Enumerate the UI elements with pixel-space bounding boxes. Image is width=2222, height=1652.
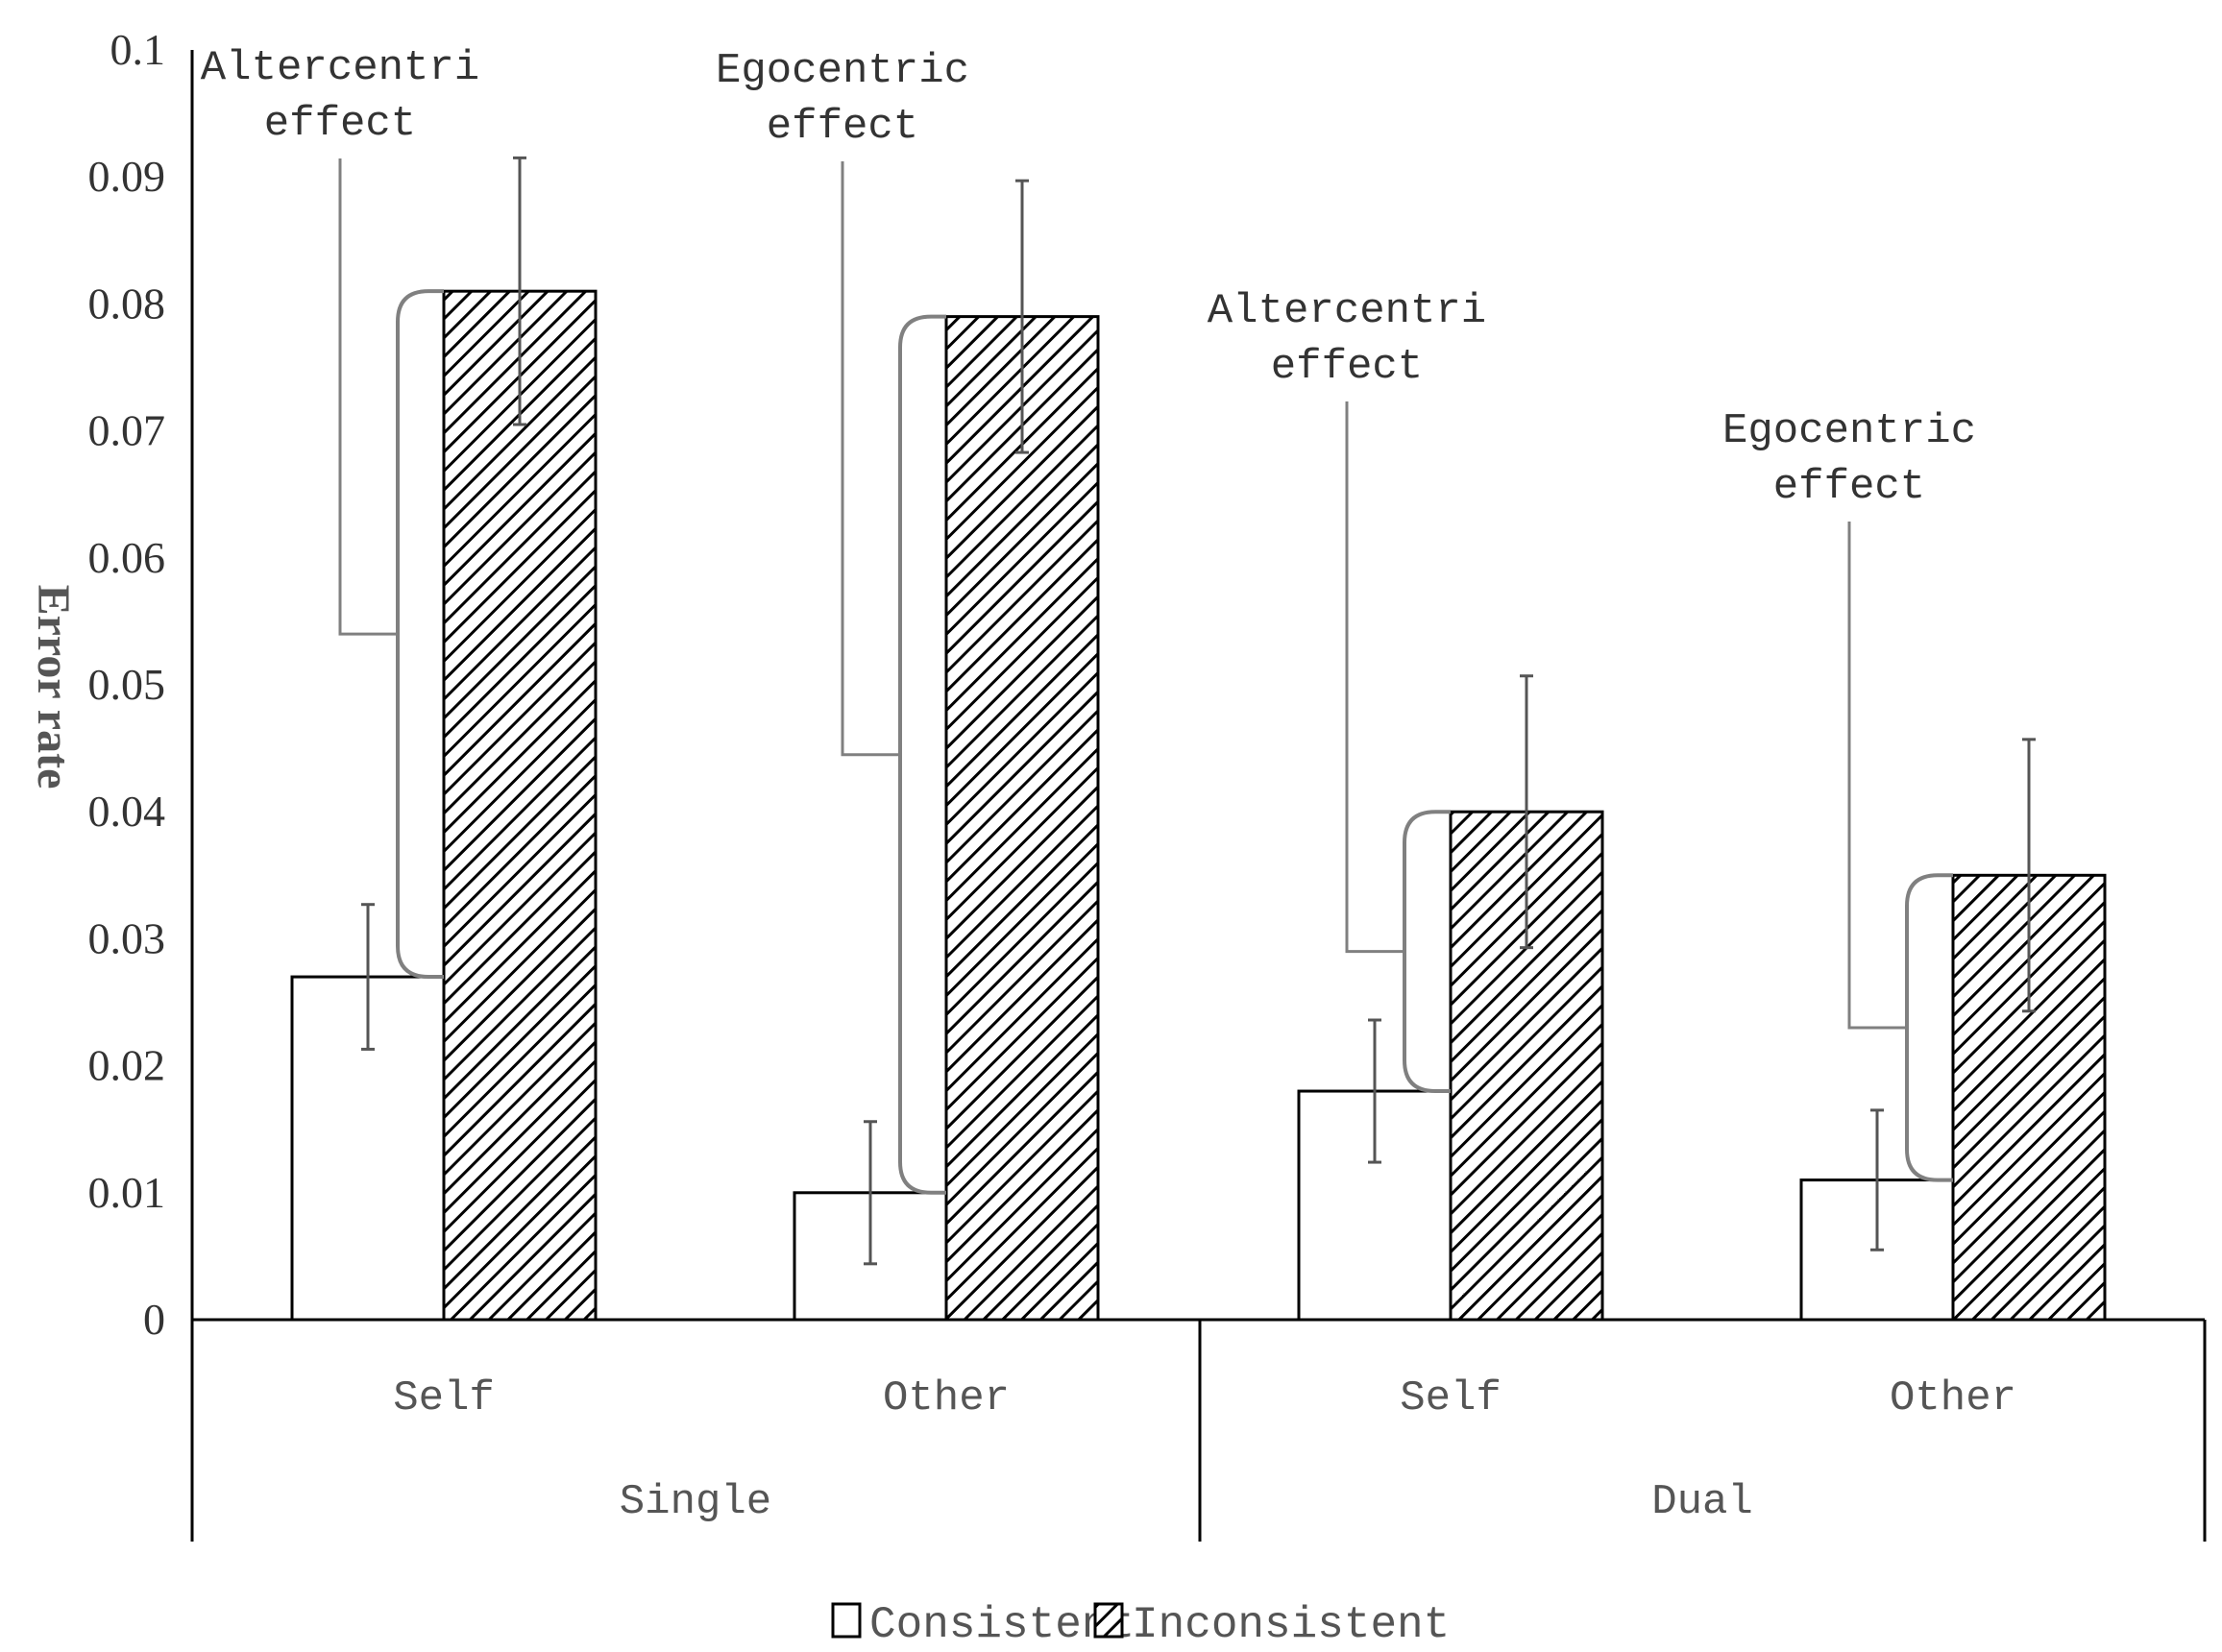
y-axis-label: Error rate [28, 585, 79, 790]
y-tick-label: 0.02 [88, 1041, 166, 1090]
annotation-leader-line [1345, 401, 1404, 954]
y-tick-label: 0.1 [110, 25, 166, 74]
annotation-4: Egocentric effect [1722, 407, 1976, 1182]
annotation-label-line1: Egocentric [716, 47, 969, 95]
legend-swatch-consistent [831, 1602, 862, 1639]
x-category-label: Other [883, 1374, 1010, 1422]
annotation-3: Altercentri effect [1208, 287, 1486, 1094]
error-bar-inconsistent [1015, 179, 1029, 454]
effect-bracket [1905, 873, 1953, 1182]
x-category-label: Self [1400, 1374, 1502, 1422]
x-category-label: Other [1890, 1374, 2016, 1422]
effect-bracket [1403, 810, 1451, 1094]
axes [190, 50, 2207, 1542]
bar-inconsistent [944, 315, 1100, 1322]
legend-label-consistent: Consistent [869, 1600, 1135, 1650]
y-tick-label: 0.01 [88, 1168, 166, 1217]
y-tick-label: 0 [143, 1295, 165, 1344]
y-tick-label: 0.08 [88, 279, 166, 328]
x-axis-labels: Self Other Self Other Single Dual [393, 1374, 2016, 1526]
x-group-label: Single [620, 1478, 771, 1526]
error-bar-inconsistent [2022, 738, 2036, 1013]
y-tick-label: 0.04 [88, 787, 166, 836]
x-group-label: Dual [1651, 1478, 1753, 1526]
annotation-label-line2: effect [264, 100, 416, 148]
effect-bracket [898, 314, 946, 1195]
legend-swatch-inconsistent [1093, 1602, 1124, 1639]
annotation-leader-line [338, 158, 398, 636]
y-tick-label: 0.07 [88, 406, 166, 455]
annotation-label-line1: Altercentri [201, 44, 479, 92]
annotation-label-line2: effect [1773, 463, 1925, 511]
annotation-label-line2: effect [767, 103, 918, 151]
error-bars [361, 156, 2036, 1266]
annotation-1: Altercentri effect [201, 44, 479, 980]
annotation-label-line2: effect [1271, 343, 1423, 391]
y-tick-label: 0.05 [88, 660, 166, 709]
annotation-leader-line [841, 161, 900, 757]
y-tick-label: 0.06 [88, 533, 166, 582]
y-axis-ticks: 0 0.01 0.02 0.03 0.04 0.05 0.06 0.07 0.08 0.09 0.1 [88, 25, 166, 1344]
error-bar-consistent [864, 1120, 877, 1266]
effect-annotations: AltercentrieffectEgocentriceffectAlterce… [201, 44, 1976, 1195]
error-bar-consistent [1368, 1018, 1381, 1164]
x-category-label: Self [393, 1374, 495, 1422]
legend-item-consistent: Consistent [831, 1600, 1135, 1650]
error-bar-inconsistent [1520, 674, 1533, 950]
annotation-2: Egocentric effect [716, 47, 969, 1195]
y-tick-label: 0.09 [88, 152, 166, 201]
annotation-label-line1: Egocentric [1722, 407, 1976, 455]
annotation-leader-line [1847, 522, 1907, 1030]
y-tick-label: 0.03 [88, 913, 166, 962]
bar-inconsistent [442, 289, 598, 1322]
error-bar-inconsistent [513, 156, 526, 426]
legend-item-inconsistent: Inconsistent [1093, 1600, 1450, 1650]
error-bar-consistent [1870, 1108, 1884, 1251]
error-bar-consistent [361, 903, 375, 1051]
effect-bracket [396, 289, 444, 980]
legend-label-inconsistent: Inconsistent [1132, 1600, 1450, 1650]
annotation-label-line1: Altercentri [1208, 287, 1486, 335]
